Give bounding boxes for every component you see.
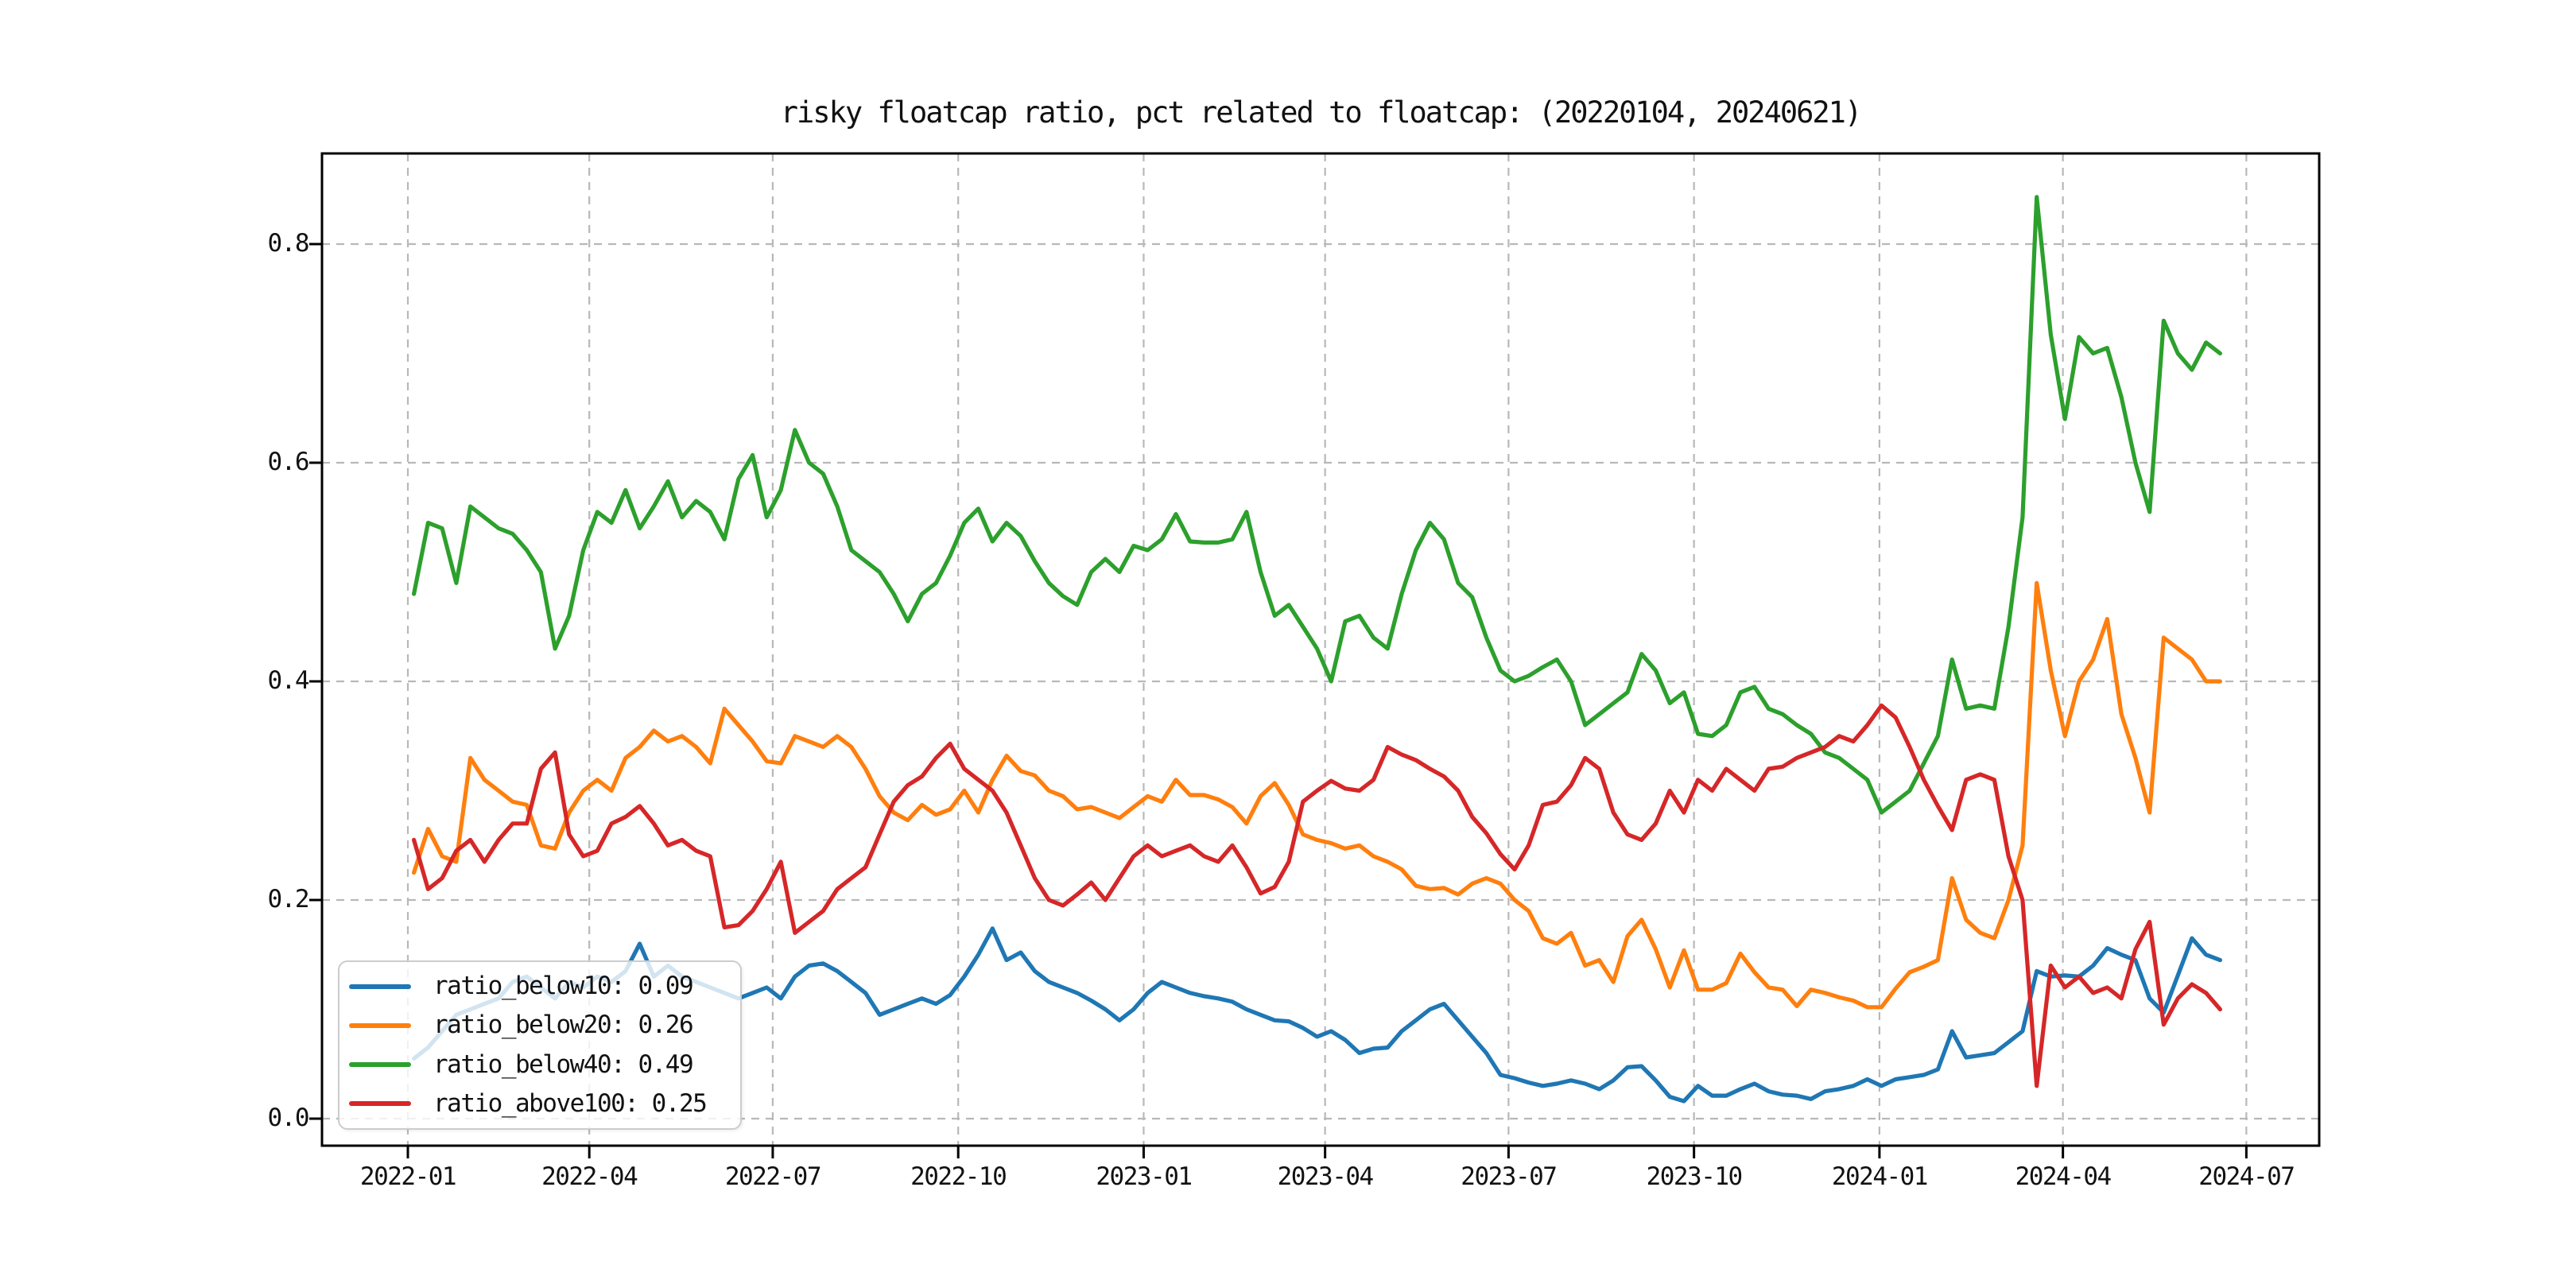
series-line-ratio_below20 — [411, 580, 2222, 1010]
x-tick-label: 2022-01 — [359, 1162, 457, 1191]
series-line-ratio_below40 — [411, 195, 2222, 815]
x-tick-label: 2022-04 — [541, 1162, 638, 1191]
legend-line-icon — [349, 1062, 411, 1068]
x-tick-label: 2024-01 — [1831, 1162, 1929, 1191]
legend-item-ratio-below20: ratio_below20: 0.26 — [349, 1013, 740, 1038]
x-tick-label: 2024-07 — [2198, 1162, 2295, 1191]
x-tick-label: 2023-01 — [1096, 1162, 1193, 1191]
x-tick-label: 2024-04 — [2015, 1162, 2112, 1191]
legend-label: ratio_below10: 0.09 — [433, 972, 694, 1001]
legend-line-icon — [349, 983, 411, 989]
legend-item-ratio-below10: ratio_below10: 0.09 — [349, 974, 740, 999]
y-tick-label: 0.8 — [267, 229, 310, 258]
legend: ratio_below10: 0.09 ratio_below20: 0.26 … — [338, 960, 742, 1130]
legend-label: ratio_below40: 0.49 — [433, 1049, 694, 1079]
axes-spines — [320, 152, 2321, 1147]
y-tick-label: 0.2 — [267, 885, 310, 914]
legend-label: ratio_above100: 0.25 — [433, 1088, 708, 1118]
x-tick-label: 2022-07 — [724, 1162, 822, 1191]
legend-line-icon — [349, 1022, 411, 1028]
legend-item-ratio-above100: ratio_above100: 0.25 — [349, 1088, 740, 1118]
series-line-ratio_above100 — [411, 703, 2222, 1088]
x-tick-label: 2022-10 — [910, 1162, 1007, 1191]
chart-title: risky floatcap ratio, pct related to flo… — [780, 95, 1862, 130]
y-tick-label: 0.4 — [267, 666, 310, 695]
legend-label: ratio_below20: 0.26 — [433, 1011, 694, 1040]
x-tick-label: 2023-07 — [1461, 1162, 1558, 1191]
legend-line-icon — [349, 1101, 411, 1107]
x-tick-label: 2023-10 — [1646, 1162, 1744, 1191]
y-tick-label: 0.6 — [267, 448, 310, 476]
legend-item-ratio-below40: ratio_below40: 0.49 — [349, 1049, 740, 1079]
x-tick-label: 2023-04 — [1277, 1162, 1375, 1191]
y-tick-label: 0.0 — [267, 1104, 310, 1132]
